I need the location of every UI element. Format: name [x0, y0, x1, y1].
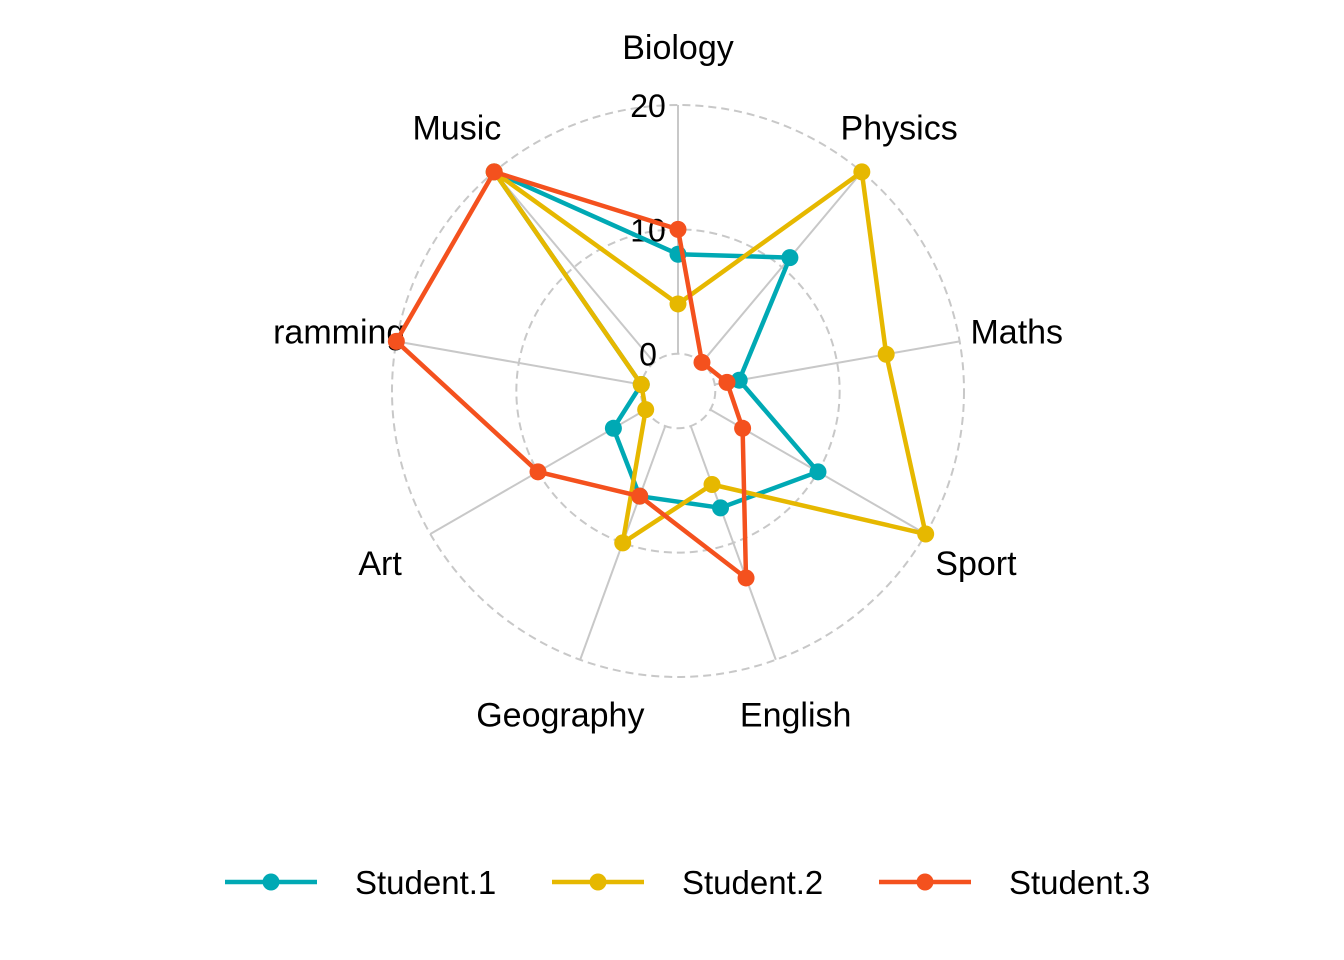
- axis-label-art: Art: [358, 545, 402, 583]
- tick-label-0: 0: [639, 337, 657, 373]
- point-student-3-biology: [669, 220, 687, 238]
- axis-label-english: English: [740, 696, 852, 734]
- legend-item-student-3: Student.3: [879, 864, 1150, 901]
- point-student-3-art: [529, 463, 547, 481]
- spoke-music: [493, 171, 655, 364]
- legend-marker-student-3: [916, 873, 934, 891]
- legend-label-student-3: Student.3: [1009, 864, 1150, 901]
- axis-label-music: Music: [412, 109, 501, 147]
- spoke-maths: [714, 340, 960, 386]
- legend-marker-student-1: [262, 873, 280, 891]
- legend-marker-student-2: [589, 873, 607, 891]
- axis-label-ramming: ramming: [273, 313, 405, 351]
- point-student-3-geography: [631, 487, 649, 505]
- point-student-3-ramming: [387, 332, 405, 350]
- point-student-2-biology: [669, 295, 687, 313]
- series-line-student-2: [491, 169, 928, 546]
- series-student-3: [387, 163, 755, 587]
- tick-label-20: 20: [630, 88, 666, 124]
- spoke-ramming: [396, 340, 642, 386]
- grid-ring-20: [391, 104, 965, 678]
- spoke-english: [689, 425, 777, 661]
- point-student-3-maths: [718, 373, 736, 391]
- point-student-2-maths: [877, 345, 895, 363]
- axis-labels: Biology Physics Maths Sport English Geography…: [273, 29, 1063, 734]
- point-student-2-geography: [614, 534, 632, 552]
- point-student-1-english: [712, 499, 730, 517]
- series-line-student-3: [394, 169, 749, 581]
- legend: Student.1 Student.2 Student.3: [225, 864, 1150, 901]
- series-layer: [387, 163, 935, 587]
- grid-layer: [391, 104, 965, 678]
- spoke-physics: [701, 171, 863, 364]
- legend-label-student-2: Student.2: [682, 864, 823, 901]
- point-student-2-physics: [853, 163, 871, 181]
- legend-item-student-1: Student.1: [225, 864, 496, 901]
- point-student-3-music: [485, 163, 503, 181]
- axis-label-geography: Geography: [476, 696, 644, 734]
- point-student-1-physics: [781, 249, 799, 267]
- axis-label-sport: Sport: [935, 545, 1017, 583]
- point-student-2-english: [703, 475, 721, 493]
- point-student-3-sport: [734, 419, 752, 437]
- point-student-1-art: [604, 419, 622, 437]
- axis-label-maths: Maths: [970, 313, 1063, 351]
- point-student-2-sport: [917, 525, 935, 543]
- point-student-3-english: [737, 569, 755, 587]
- point-student-1-sport: [809, 463, 827, 481]
- point-student-2-ramming: [632, 376, 650, 394]
- point-student-2-art: [637, 401, 655, 419]
- axis-label-physics: Physics: [841, 109, 958, 147]
- legend-item-student-2: Student.2: [552, 864, 823, 901]
- point-student-3-physics: [693, 353, 711, 371]
- axis-label-biology: Biology: [622, 29, 734, 67]
- legend-label-student-1: Student.1: [355, 864, 496, 901]
